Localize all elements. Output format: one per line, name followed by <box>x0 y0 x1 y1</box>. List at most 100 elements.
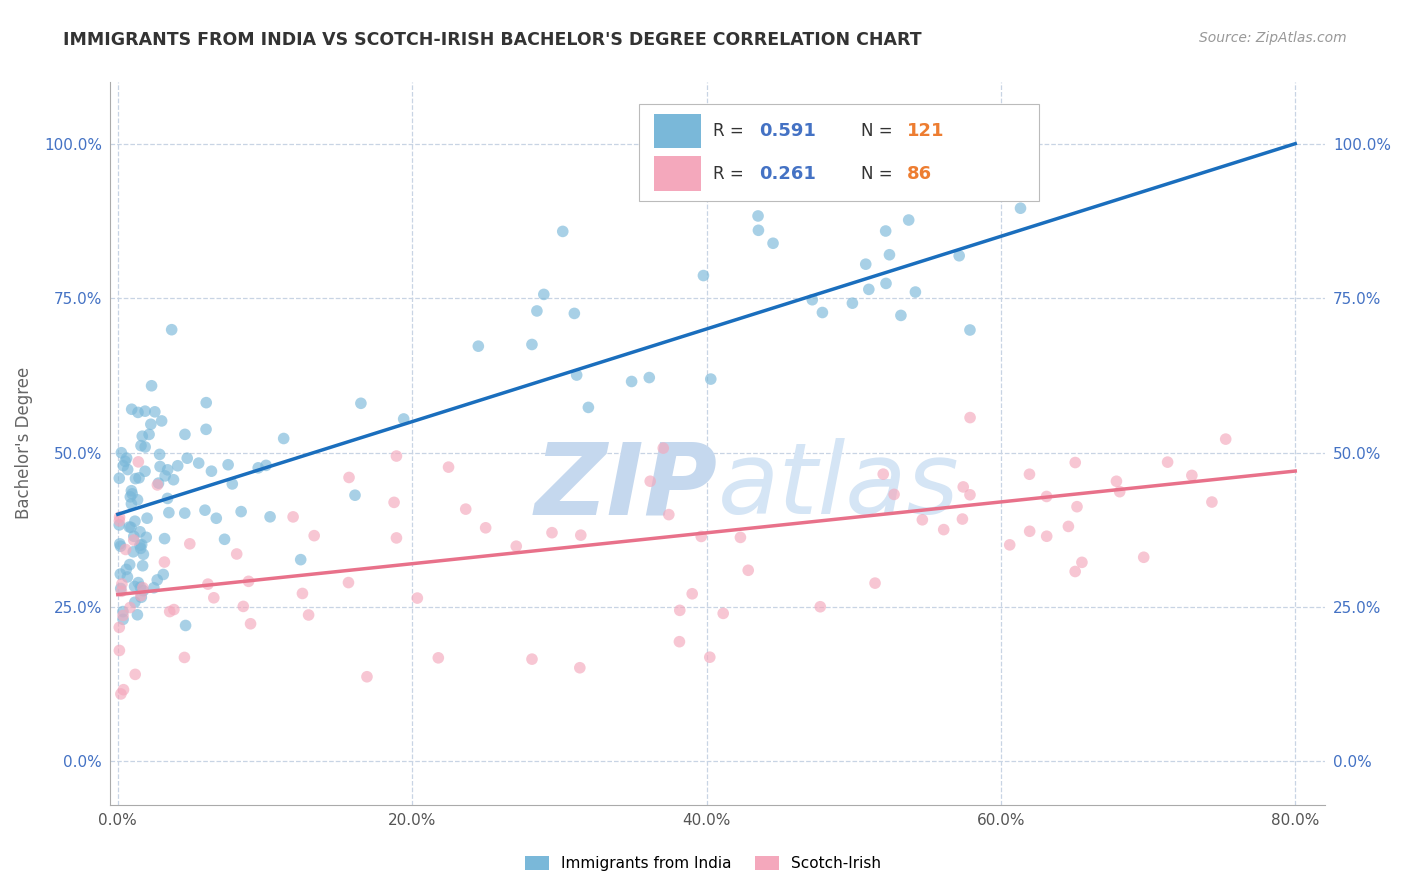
Point <box>124 667 146 681</box>
Point <box>302 529 325 543</box>
Point <box>112 608 135 623</box>
Point <box>1105 475 1128 489</box>
Point <box>998 538 1021 552</box>
Point <box>1108 484 1130 499</box>
Point <box>454 502 477 516</box>
Point <box>127 575 149 590</box>
Point <box>747 209 769 223</box>
Point <box>225 547 247 561</box>
Point <box>221 477 243 491</box>
Point <box>112 682 135 697</box>
Point <box>127 455 149 469</box>
Point <box>149 459 172 474</box>
Point <box>239 616 262 631</box>
Text: 0.261: 0.261 <box>759 165 815 183</box>
Point <box>1057 519 1080 533</box>
Point <box>474 521 496 535</box>
Point <box>858 282 880 296</box>
Point <box>129 589 152 603</box>
Point <box>337 575 360 590</box>
Point <box>297 607 319 622</box>
Point <box>110 582 132 596</box>
Point <box>112 612 135 626</box>
Point <box>801 293 824 307</box>
Point <box>108 510 131 524</box>
Point <box>392 412 415 426</box>
Point <box>129 580 152 594</box>
Point <box>108 643 131 657</box>
Point <box>904 285 927 299</box>
Point <box>875 224 897 238</box>
Point <box>1132 550 1154 565</box>
Point <box>382 495 405 509</box>
Point <box>160 323 183 337</box>
Point <box>658 508 681 522</box>
Point <box>200 464 222 478</box>
Point <box>120 520 142 534</box>
Point <box>141 378 163 392</box>
Point <box>505 539 527 553</box>
Point <box>229 505 252 519</box>
Text: N =: N = <box>860 165 897 183</box>
Point <box>118 600 141 615</box>
Point <box>467 339 489 353</box>
Point <box>163 602 186 616</box>
Point <box>121 402 143 417</box>
Point <box>551 224 574 238</box>
Point <box>117 570 139 584</box>
Point <box>259 509 281 524</box>
Point <box>162 473 184 487</box>
Point <box>156 491 179 506</box>
Point <box>638 474 661 488</box>
Point <box>150 414 173 428</box>
Text: Source: ZipAtlas.com: Source: ZipAtlas.com <box>1199 31 1347 45</box>
Point <box>174 427 197 442</box>
Point <box>149 447 172 461</box>
Point <box>142 581 165 595</box>
Point <box>121 487 143 501</box>
Point <box>762 236 785 251</box>
Point <box>533 287 555 301</box>
Point <box>197 577 219 591</box>
Point <box>118 558 141 572</box>
Point <box>565 368 588 382</box>
Point <box>139 417 162 432</box>
Point <box>127 607 149 622</box>
Point <box>131 591 153 605</box>
Point <box>120 483 142 498</box>
Point <box>111 605 134 619</box>
Point <box>337 470 360 484</box>
Point <box>157 506 180 520</box>
Point <box>576 401 599 415</box>
Point <box>811 305 834 319</box>
Point <box>855 257 877 271</box>
Point <box>1018 524 1040 539</box>
Text: atlas: atlas <box>717 438 959 535</box>
Point <box>122 545 145 559</box>
Point <box>883 487 905 501</box>
Point <box>120 490 142 504</box>
Point <box>652 441 675 455</box>
Point <box>1066 500 1088 514</box>
Point <box>638 370 661 384</box>
Point <box>159 605 181 619</box>
Point <box>1064 565 1087 579</box>
Point <box>135 530 157 544</box>
Point <box>195 422 218 436</box>
Point <box>173 650 195 665</box>
Point <box>131 538 153 552</box>
Point <box>110 687 132 701</box>
Point <box>911 513 934 527</box>
Point <box>129 524 152 539</box>
Point <box>146 573 169 587</box>
Legend: Immigrants from India, Scotch-Irish: Immigrants from India, Scotch-Irish <box>519 849 887 877</box>
Point <box>343 488 366 502</box>
Point <box>108 471 131 485</box>
Point <box>187 456 209 470</box>
Point <box>114 542 136 557</box>
Point <box>132 547 155 561</box>
Point <box>747 223 769 237</box>
Point <box>217 458 239 472</box>
Point <box>291 586 314 600</box>
Point <box>124 472 146 486</box>
